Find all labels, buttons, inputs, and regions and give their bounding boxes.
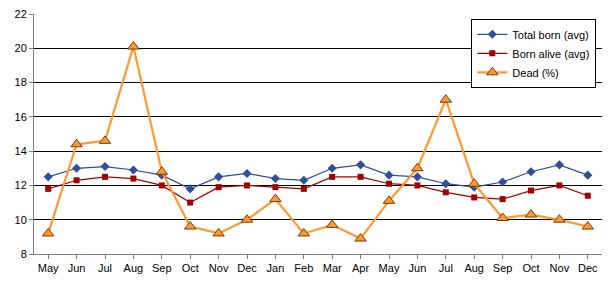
svg-text:Aug: Aug [464,262,484,274]
svg-text:May: May [379,262,400,274]
svg-text:Feb: Feb [294,262,313,274]
svg-text:Dec: Dec [578,262,598,274]
svg-text:Nov: Nov [550,262,570,274]
svg-text:Apr: Apr [352,262,369,274]
svg-text:Sep: Sep [152,262,172,274]
svg-text:May: May [38,262,59,274]
svg-text:Mar: Mar [323,262,342,274]
svg-text:Aug: Aug [124,262,144,274]
svg-text:8: 8 [21,248,27,260]
svg-text:Jan: Jan [267,262,285,274]
svg-text:20: 20 [15,42,27,54]
svg-text:16: 16 [15,111,27,123]
svg-text:Nov: Nov [209,262,229,274]
svg-text:10: 10 [15,214,27,226]
svg-text:Born alive (avg): Born alive (avg) [512,48,589,60]
svg-text:18: 18 [15,76,27,88]
svg-text:Oct: Oct [522,262,539,274]
svg-text:Sep: Sep [493,262,513,274]
svg-text:Dead (%): Dead (%) [512,67,558,79]
svg-text:Jun: Jun [409,262,427,274]
svg-text:22: 22 [15,8,27,20]
svg-text:Jul: Jul [439,262,453,274]
svg-text:Dec: Dec [237,262,257,274]
svg-text:14: 14 [15,145,27,157]
svg-text:12: 12 [15,179,27,191]
svg-text:Jul: Jul [98,262,112,274]
svg-text:Total born (avg): Total born (avg) [512,29,588,41]
svg-text:Jun: Jun [68,262,86,274]
svg-text:Oct: Oct [182,262,199,274]
